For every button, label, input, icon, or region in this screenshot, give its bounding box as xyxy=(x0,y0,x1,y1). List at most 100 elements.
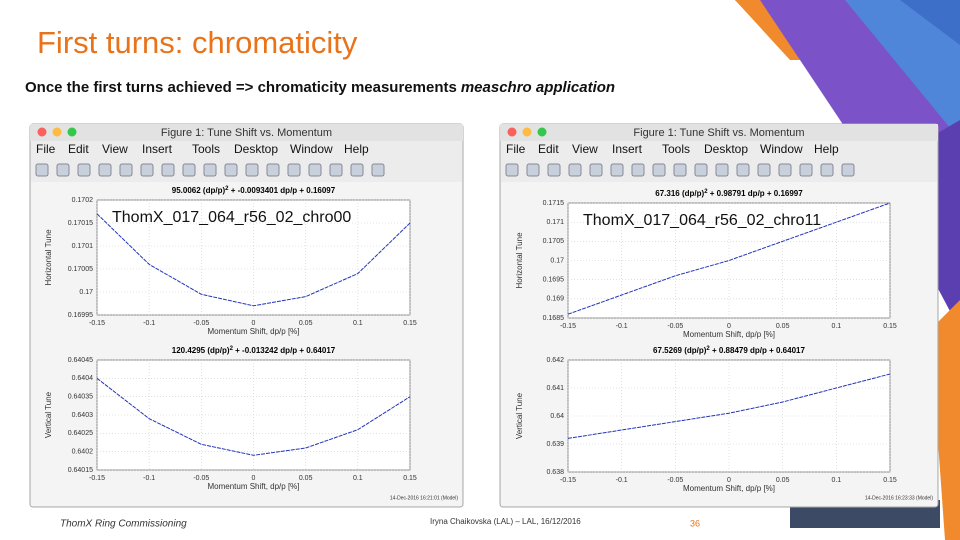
x-tick-label: 0.1 xyxy=(831,477,841,484)
x-tick-label: 0.15 xyxy=(883,323,897,330)
x-tick-label: -0.05 xyxy=(193,475,209,482)
x-axis-label: Momentum Shift, dp/p [%] xyxy=(207,482,299,491)
plot-title: 120.4295 (dp/p)2 + -0.013242 dp/p + 0.64… xyxy=(172,346,336,356)
y-tick-label: 0.6404 xyxy=(72,375,94,382)
menu-item[interactable]: Desktop xyxy=(704,142,748,156)
toolbar-icon xyxy=(841,163,855,177)
menu-item[interactable]: Insert xyxy=(142,142,173,156)
menu-item[interactable]: File xyxy=(36,142,56,156)
menu-item[interactable]: Help xyxy=(344,142,369,156)
y-tick-label: 0.641 xyxy=(546,385,564,392)
toolbar-icon xyxy=(505,163,519,177)
toolbar-icon xyxy=(778,163,792,177)
window-button xyxy=(67,127,77,137)
x-tick-label: -0.15 xyxy=(560,477,576,484)
window-button xyxy=(537,127,547,137)
y-tick-label: 0.642 xyxy=(546,357,564,364)
data-line xyxy=(96,213,411,307)
toolbar-icon xyxy=(589,163,603,177)
title-bar xyxy=(500,124,938,141)
x-tick-label: 0.15 xyxy=(883,477,897,484)
menu-item[interactable]: Help xyxy=(814,142,839,156)
menu-item[interactable]: Tools xyxy=(662,142,690,156)
x-tick-label: 0 xyxy=(252,475,256,482)
x-tick-label: 0.1 xyxy=(831,323,841,330)
window-button xyxy=(37,127,47,137)
title-text: 95.0062 (dp/p) xyxy=(172,186,226,195)
y-tick-label: 0.1685 xyxy=(543,315,565,322)
x-tick-label: 0.15 xyxy=(403,320,417,327)
x-tick-label: 0 xyxy=(727,477,731,484)
title-text: + -0.0093401 dp/p + 0.16097 xyxy=(228,186,335,195)
toolbar-icon xyxy=(119,163,133,177)
x-tick-label: -0.1 xyxy=(616,323,628,330)
menu-item[interactable]: Insert xyxy=(612,142,643,156)
y-tick-label: 0.639 xyxy=(546,441,564,448)
window-button xyxy=(52,127,62,137)
x-axis-label: Momentum Shift, dp/p [%] xyxy=(683,330,775,339)
y-tick-label: 0.17 xyxy=(79,289,93,296)
y-axis-label: Vertical Tune xyxy=(44,391,53,438)
slide-title: First turns: chromaticity xyxy=(37,25,358,60)
toolbar-icon xyxy=(631,163,645,177)
plot-title: 67.316 (dp/p)2 + 0.98791 dp/p + 0.16997 xyxy=(655,189,803,199)
menu-item[interactable]: Edit xyxy=(538,142,559,156)
decor xyxy=(735,0,800,60)
timestamp: 14-Dec-2016 16:23:33 (Model) xyxy=(865,495,933,501)
menu-item[interactable]: View xyxy=(102,142,128,156)
menu-item[interactable]: Edit xyxy=(68,142,89,156)
x-tick-label: -0.15 xyxy=(89,475,105,482)
toolbar-icon xyxy=(526,163,540,177)
run-label: ThomX_017_064_r56_02_chro00 xyxy=(112,209,351,226)
decor xyxy=(735,0,960,300)
menu-item[interactable]: Desktop xyxy=(234,142,278,156)
x-tick-label: -0.1 xyxy=(143,475,155,482)
title-text: + -0.013242 dp/p + 0.64017 xyxy=(233,346,336,355)
y-tick-label: 0.17005 xyxy=(68,266,93,273)
title-bar xyxy=(30,124,463,141)
footer-left: ThomX Ring Commissioning xyxy=(60,519,187,530)
menu-item[interactable]: File xyxy=(506,142,526,156)
toolbar-icon xyxy=(568,163,582,177)
toolbar-icon xyxy=(35,163,49,177)
toolbar-icon xyxy=(371,163,385,177)
y-tick-label: 0.64 xyxy=(550,413,564,420)
menu-item[interactable]: Window xyxy=(760,142,803,156)
x-tick-label: 0.1 xyxy=(353,475,363,482)
x-tick-label: 0.1 xyxy=(353,320,363,327)
toolbar-icon xyxy=(652,163,666,177)
page-number: 36 xyxy=(690,518,700,528)
x-axis-label: Momentum Shift, dp/p [%] xyxy=(207,327,299,336)
x-tick-label: 0 xyxy=(252,320,256,327)
title-text: + 0.98791 dp/p + 0.16997 xyxy=(708,189,804,198)
y-tick-label: 0.1695 xyxy=(543,277,565,284)
title-sup: 2 xyxy=(230,346,234,352)
toolbar-icon xyxy=(77,163,91,177)
title-sup: 2 xyxy=(225,186,229,192)
y-tick-label: 0.171 xyxy=(546,219,564,226)
menu-item[interactable]: Window xyxy=(290,142,333,156)
title-text: 120.4295 (dp/p) xyxy=(172,346,230,355)
data-line xyxy=(567,202,891,315)
x-axis-label: Momentum Shift, dp/p [%] xyxy=(683,484,775,493)
toolbar-icon xyxy=(350,163,364,177)
y-tick-label: 0.64035 xyxy=(68,394,93,401)
toolbar-icon xyxy=(799,163,813,177)
title-text: 67.5269 (dp/p) xyxy=(653,346,707,355)
toolbar-icon xyxy=(140,163,154,177)
subtitle: Once the first turns achieved => chromat… xyxy=(25,79,615,96)
x-tick-label: -0.05 xyxy=(667,323,683,330)
y-axis-label: Horizontal Tune xyxy=(515,232,524,289)
toolbar-icon xyxy=(56,163,70,177)
y-tick-label: 0.64025 xyxy=(68,430,93,437)
x-tick-label: 0.15 xyxy=(403,475,417,482)
menu-item[interactable]: View xyxy=(572,142,598,156)
run-label: ThomX_017_064_r56_02_chro11 xyxy=(583,212,821,229)
data-line xyxy=(567,373,891,439)
menu-item[interactable]: Tools xyxy=(192,142,220,156)
title-sup: 2 xyxy=(704,189,708,195)
toolbar-icon xyxy=(161,163,175,177)
x-tick-label: 0.05 xyxy=(299,475,313,482)
title-sup: 2 xyxy=(706,346,710,352)
x-tick-label: -0.05 xyxy=(193,320,209,327)
